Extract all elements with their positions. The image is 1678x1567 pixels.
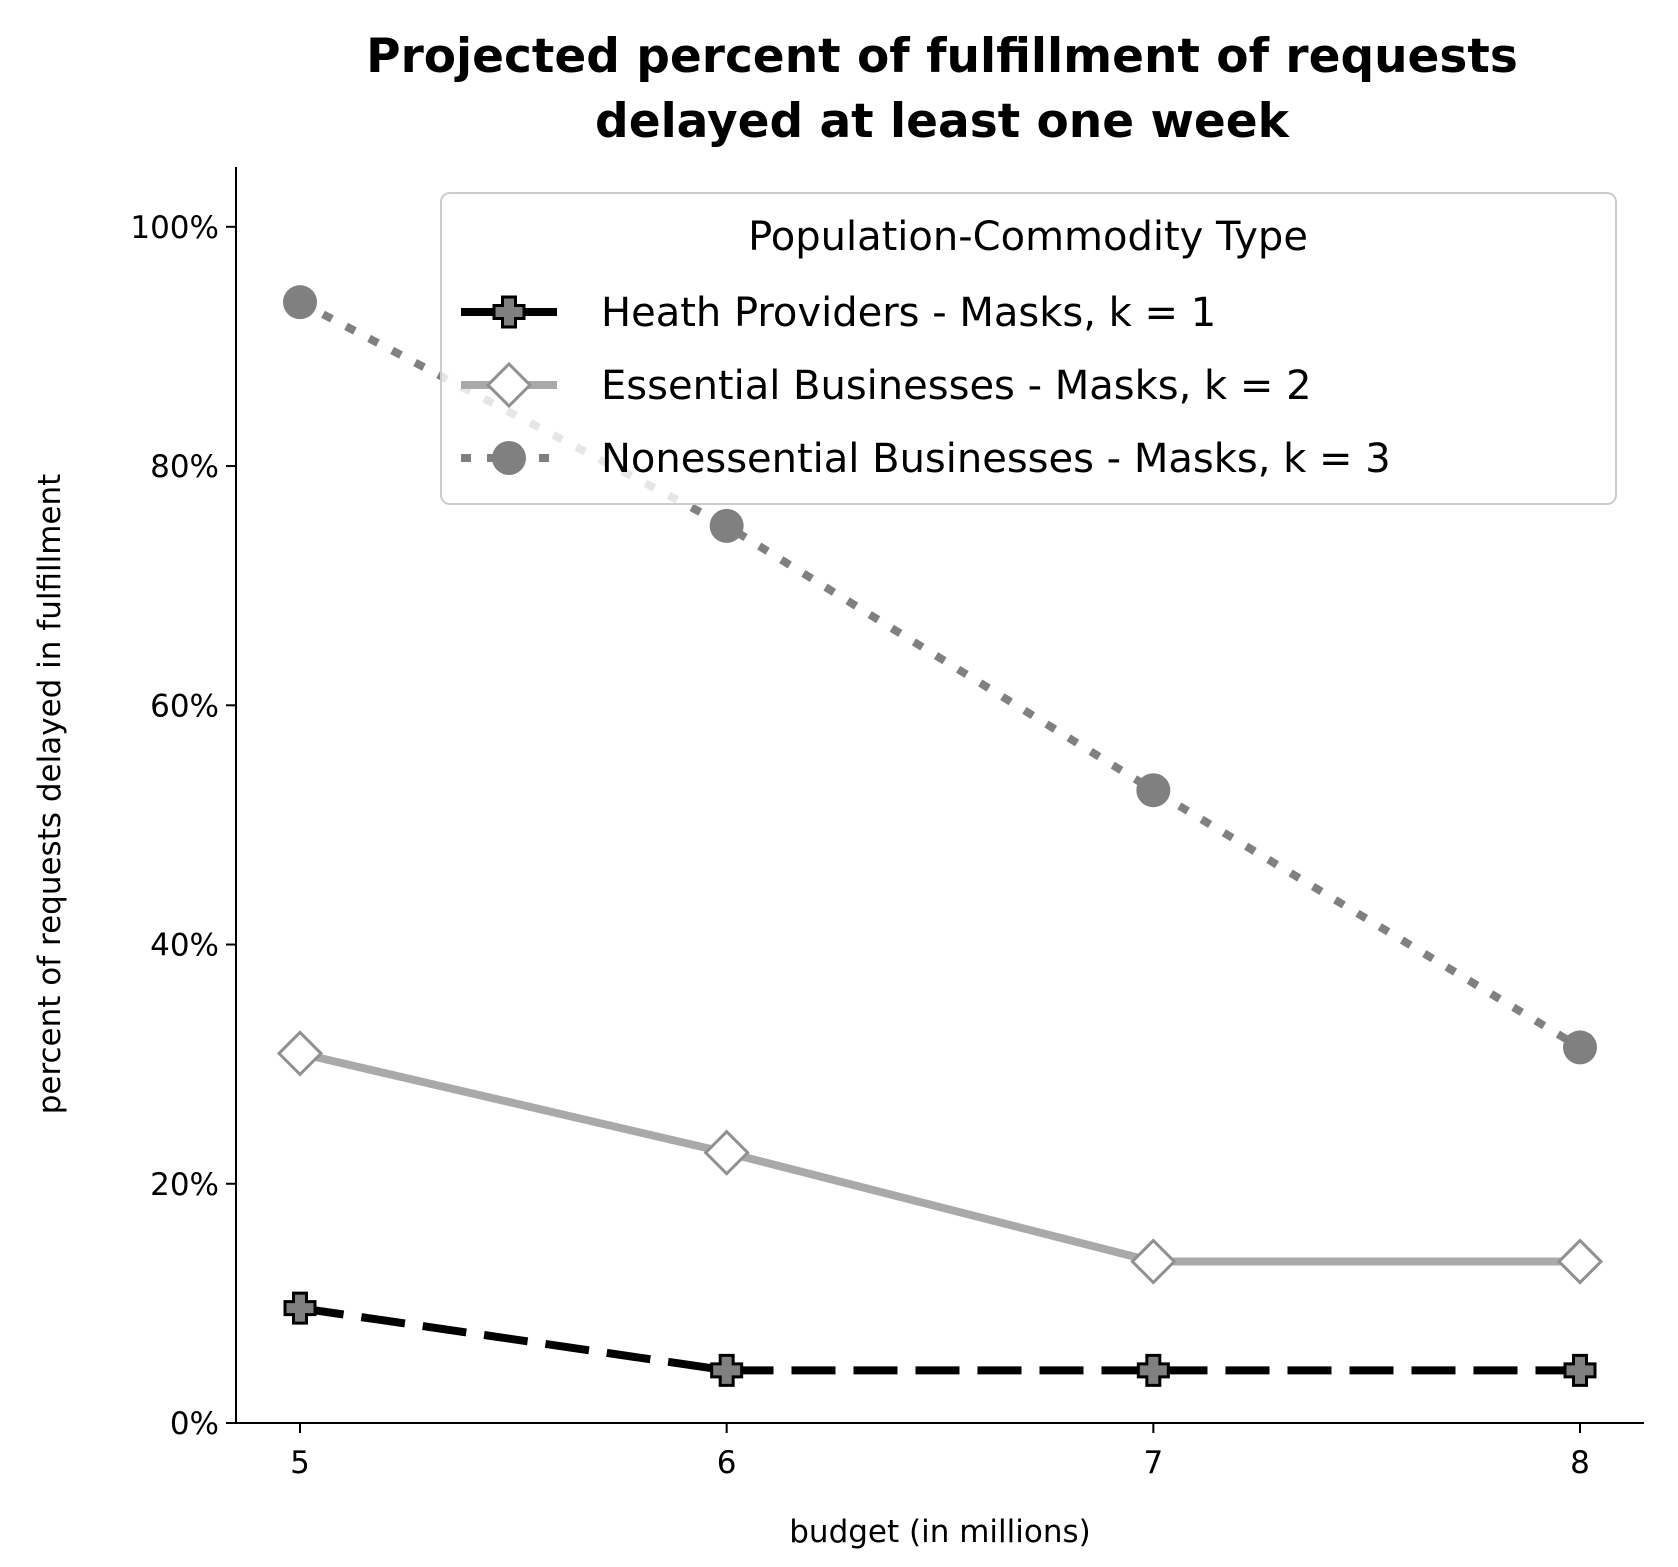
chart-title-line-1: Projected percent of fulfillment of requ… xyxy=(366,29,1518,84)
marker-plus xyxy=(283,1291,317,1325)
y-tick-label: 60% xyxy=(150,688,219,724)
legend-title: Population-Commodity Type xyxy=(748,214,1308,260)
legend-entries: Heath Providers - Masks, k = 1 Essential … xyxy=(461,290,1391,482)
marker-circle xyxy=(492,441,526,475)
x-tick-label: 8 xyxy=(1570,1445,1590,1481)
y-tick-label: 0% xyxy=(170,1406,219,1442)
legend: Population-Commodity Type Heath Provider… xyxy=(440,192,1617,505)
marker-plus xyxy=(1136,1353,1170,1387)
y-tick-label: 100% xyxy=(130,210,219,246)
x-tick-label: 7 xyxy=(1143,1445,1163,1481)
y-ticks: 0% 20% 40% 60% 80% 100% xyxy=(130,210,236,1442)
marker-circle xyxy=(709,508,744,543)
marker-diamond xyxy=(1556,1238,1604,1285)
series-1 xyxy=(283,1291,1597,1387)
marker-circle xyxy=(283,285,317,320)
marker-diamond xyxy=(485,361,533,409)
y-tick-label: 20% xyxy=(150,1167,219,1203)
x-ticks: 5 6 7 8 xyxy=(290,1423,1590,1481)
legend-label: Heath Providers - Masks, k = 1 xyxy=(601,290,1216,336)
chart-title-line-2: delayed at least one week xyxy=(595,94,1291,149)
series-2 xyxy=(276,1030,1604,1285)
marker-diamond xyxy=(703,1129,750,1176)
legend-label: Essential Businesses - Masks, k = 2 xyxy=(601,363,1312,409)
x-tick-label: 6 xyxy=(717,1445,737,1481)
legend-label: Nonessential Businesses - Masks, k = 3 xyxy=(601,436,1391,482)
y-tick-label: 80% xyxy=(150,449,219,485)
marker-plus xyxy=(1563,1353,1597,1387)
legend-entry-1: Heath Providers - Masks, k = 1 xyxy=(461,290,1216,336)
legend-box xyxy=(440,192,1617,505)
series-line xyxy=(299,1049,1580,1266)
y-tick-label: 40% xyxy=(150,928,219,964)
marker-diamond xyxy=(276,1030,324,1077)
marker-circle xyxy=(1136,773,1171,808)
marker-diamond xyxy=(1130,1238,1177,1285)
legend-entry-2: Essential Businesses - Masks, k = 2 xyxy=(461,361,1312,409)
marker-plus xyxy=(492,295,526,329)
x-axis-label: budget (in millions) xyxy=(789,1514,1090,1550)
y-axis-label: percent of requests delayed in fulfillme… xyxy=(32,474,68,1115)
marker-plus xyxy=(710,1353,744,1387)
x-tick-label: 5 xyxy=(290,1445,310,1481)
axes xyxy=(235,167,1644,1424)
legend-entry-3: Nonessential Businesses - Masks, k = 3 xyxy=(461,436,1391,482)
series-line xyxy=(299,1304,1580,1375)
marker-circle xyxy=(1563,1030,1597,1065)
